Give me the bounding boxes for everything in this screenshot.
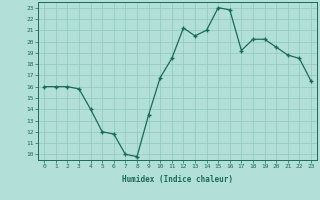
- X-axis label: Humidex (Indice chaleur): Humidex (Indice chaleur): [122, 175, 233, 184]
